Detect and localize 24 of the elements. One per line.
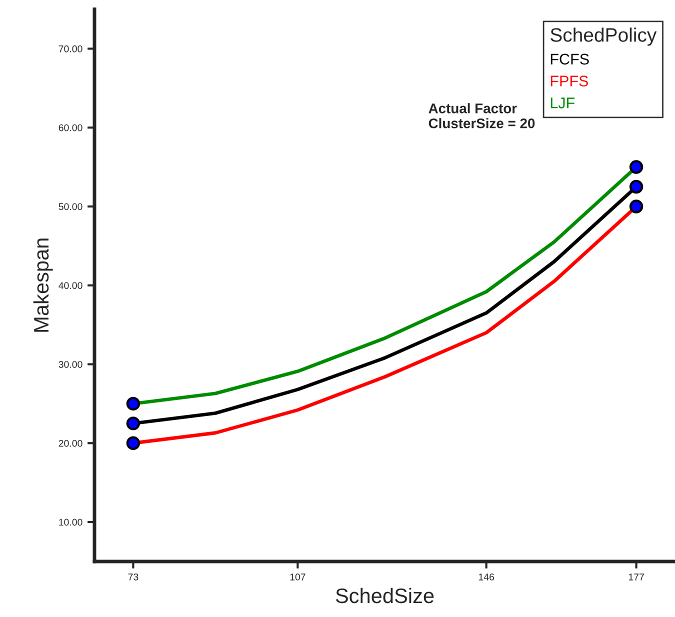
x-tick-label: 73 [128, 574, 138, 580]
x-axis-title: SchedSize [336, 588, 434, 604]
y-axis-title: Makespan [33, 238, 53, 332]
text: FCFS [550, 54, 589, 65]
point [629, 160, 644, 174]
text: FPFS [550, 76, 588, 86]
x-tick-label: 177 [628, 574, 644, 580]
x-tick-label: 107 [290, 574, 306, 580]
y-tick-label: 50.00 [58, 203, 82, 210]
y-tick-label: 60.00 [58, 124, 82, 132]
point [629, 200, 644, 214]
annotation: Actual Factor ClusterSize = 20 [428, 103, 535, 128]
point [126, 416, 140, 430]
text: LJF [550, 98, 575, 108]
y-tick-label: 70.00 [58, 45, 82, 52]
x-tick-label: 146 [478, 574, 494, 580]
point [629, 180, 644, 194]
point [126, 436, 140, 450]
y-tick-label: 30.00 [58, 360, 82, 368]
point [126, 396, 140, 411]
y-tick-label: 10.00 [59, 518, 82, 526]
y-tick-label: 40.00 [58, 282, 82, 289]
y-tick-label: 20.00 [58, 440, 82, 447]
legend-title: SchedPolicy [550, 28, 657, 46]
